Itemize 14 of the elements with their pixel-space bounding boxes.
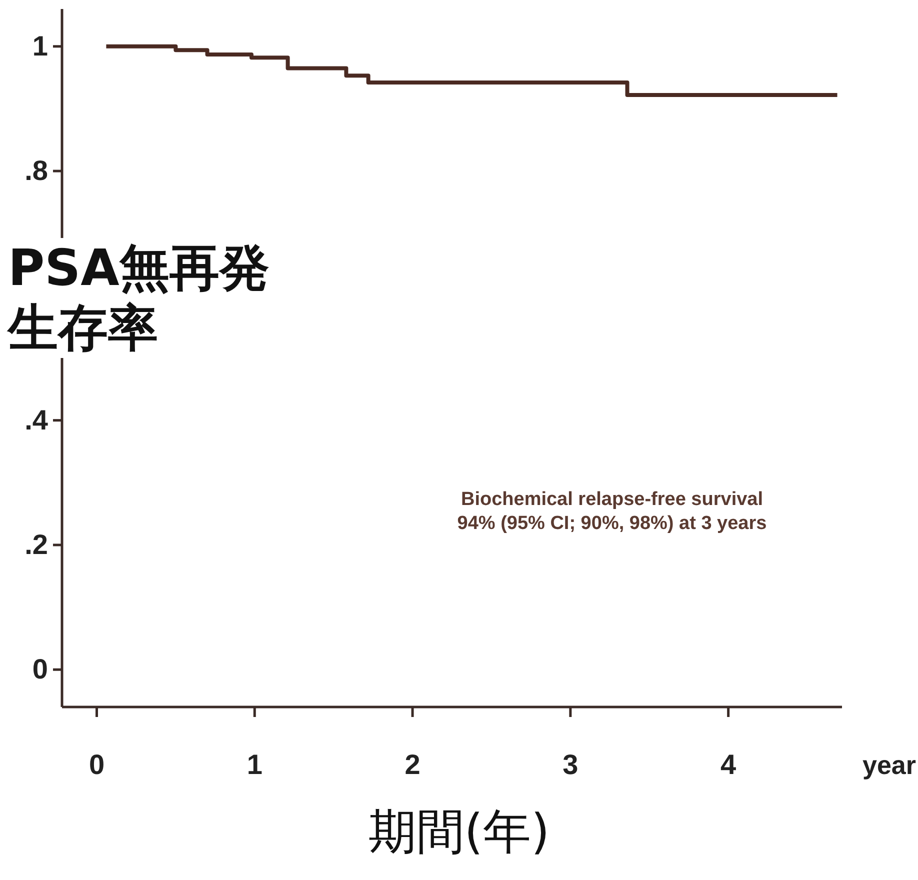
x-tick-label: 2 [404,749,420,780]
y-tick-label: 0 [32,654,48,685]
x-tick-label: 1 [246,749,262,780]
y-tick-label: .8 [24,155,48,186]
y-axis-title: PSA無再発生存率 [8,238,293,358]
text: year [862,750,916,780]
y-tick-label: .4 [24,404,48,436]
y-tick-label: 1 [32,30,48,62]
x-axis-title: 期間(年) [367,803,551,862]
annotation: Biochemical relapse-free survival 94% (95% CI; 90%, 98%) at 3 years [457,489,767,534]
x-tick-label: 4 [720,749,737,780]
y-tick-label: .2 [24,528,48,560]
x-tick-label: 3 [562,749,578,780]
x-tick-label: 0 [88,749,105,780]
